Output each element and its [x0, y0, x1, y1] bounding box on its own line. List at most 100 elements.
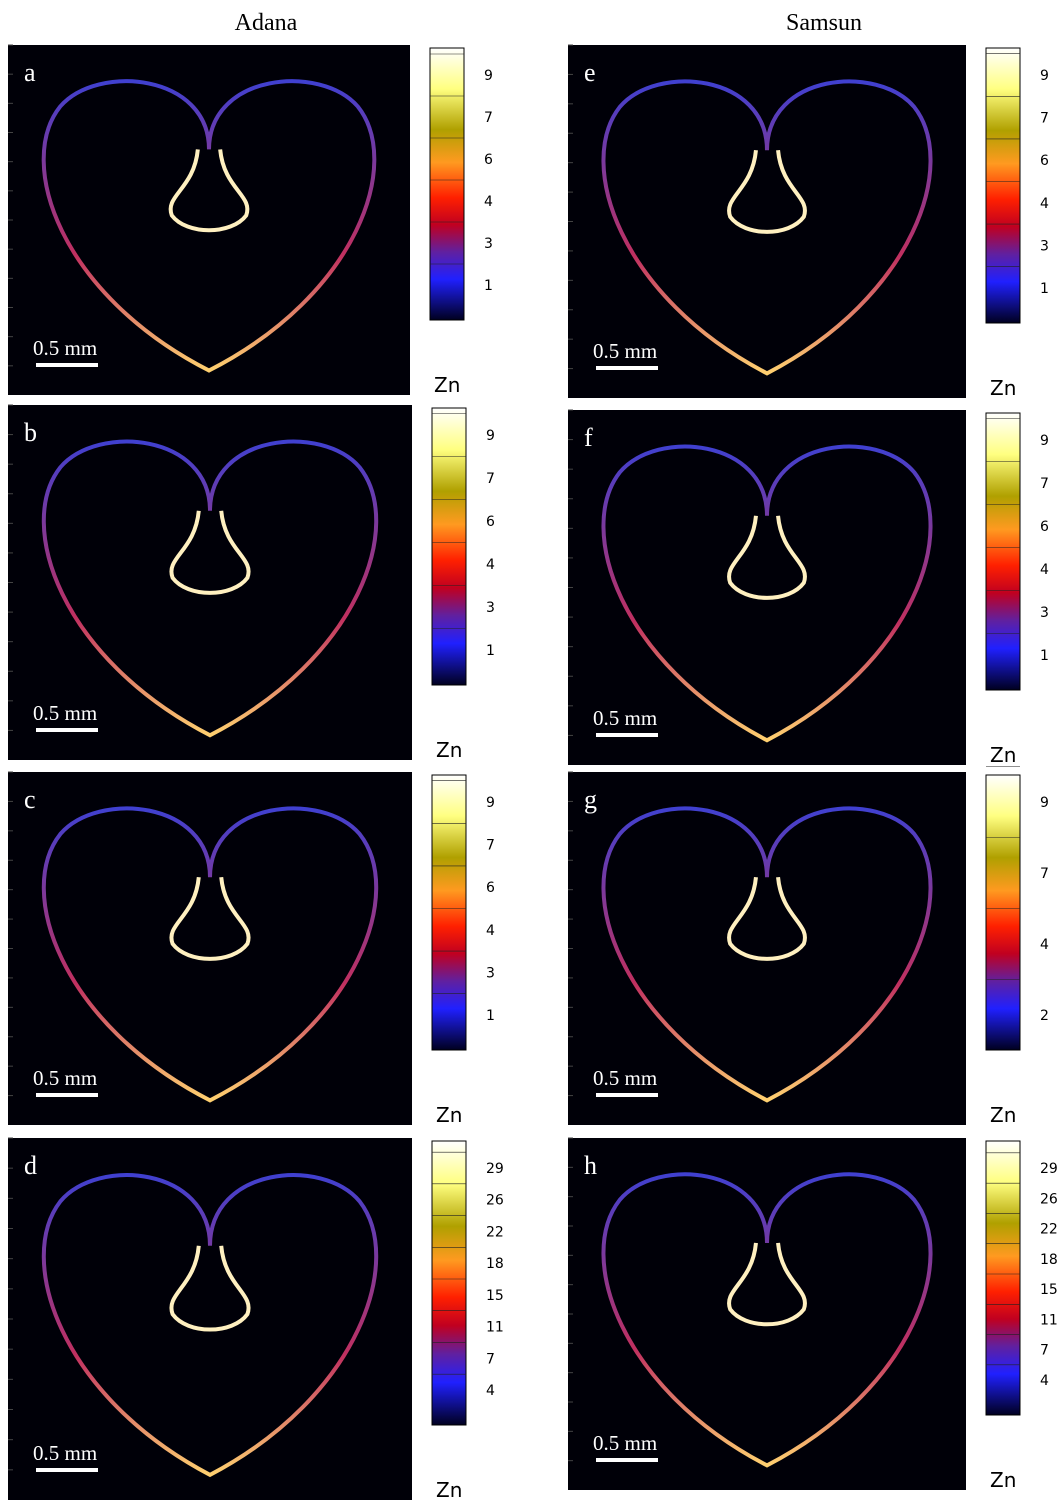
- sample-outline: [603, 81, 930, 373]
- colorbar-tick-label: 6: [1040, 519, 1049, 535]
- seed-coat: [44, 81, 375, 370]
- colorbar-tick-label: 4: [1040, 196, 1049, 212]
- colorbar-tick-label: 7: [486, 1351, 495, 1367]
- colorbar-tick-label: 7: [1040, 866, 1049, 882]
- colorbar-tick-label: 7: [484, 110, 493, 126]
- embryo-region: [729, 150, 805, 232]
- sample-outline: [44, 442, 376, 736]
- colorbar-tick-label: 29: [1040, 1161, 1058, 1177]
- sample-outline: [603, 808, 930, 1100]
- scale-bar-label: 0.5 mm: [33, 1066, 97, 1090]
- colorbar-tick-label: 9: [1040, 433, 1049, 449]
- colorbar-tick-label: 3: [1040, 238, 1049, 254]
- colorbar-tick-label: 29: [486, 1161, 504, 1177]
- embryo-region: [171, 511, 248, 593]
- colorbar: [985, 47, 1021, 324]
- colorbar-tick-label: 6: [1040, 153, 1049, 169]
- xrf-image: [568, 772, 966, 1125]
- colorbar-tick-label: 15: [486, 1288, 504, 1304]
- sample-outline: [44, 1175, 376, 1475]
- colorbar-tick-label: 1: [486, 1008, 495, 1024]
- scale-bar-label: 0.5 mm: [33, 336, 97, 360]
- colorbar-tick-label: 3: [486, 965, 495, 981]
- element-label: Zn: [990, 1468, 1016, 1492]
- scale-bar-label: 0.5 mm: [593, 706, 657, 730]
- colorbar: [985, 774, 1021, 1051]
- sample-outline: [603, 1174, 930, 1465]
- colorbar-tick-label: 2: [1040, 1008, 1049, 1024]
- xrf-image: [568, 410, 966, 765]
- colorbar-tick-label: 6: [484, 152, 493, 168]
- xrf-image: [8, 772, 412, 1125]
- colorbar-tick-label: 3: [486, 600, 495, 616]
- column-title: Samsun: [785, 10, 862, 36]
- sample-outline: [44, 81, 375, 370]
- panel-letter: b: [24, 418, 37, 447]
- xrf-image: [8, 45, 410, 395]
- colorbar-tick-label: 4: [484, 194, 493, 210]
- xrf-image: [8, 1138, 412, 1500]
- sample-outline: [44, 808, 376, 1100]
- seed-coat: [603, 808, 930, 1100]
- element-label: Zn: [434, 373, 460, 397]
- colorbar-tick-label: 9: [486, 795, 495, 811]
- colorbar: [431, 774, 467, 1051]
- xrf-image: [568, 45, 966, 398]
- colorbar-tick-label: 4: [1040, 1373, 1049, 1389]
- colorbar-tick-label: 1: [484, 278, 493, 294]
- colorbar-tick-label: 6: [486, 880, 495, 896]
- sample-outline: [603, 447, 930, 741]
- element-label: Zn: [436, 1478, 462, 1502]
- colorbar-tick-label: 6: [486, 514, 495, 530]
- colorbar-tick-label: 22: [1040, 1222, 1058, 1238]
- colorbar-tick-label: 9: [484, 68, 493, 84]
- colorbar-tick-label: 9: [1040, 795, 1049, 811]
- colorbar-tick-label: 1: [1040, 281, 1049, 297]
- seed-coat: [603, 1174, 930, 1465]
- panel-letter: c: [24, 785, 36, 814]
- colorbar-tick-label: 4: [1040, 562, 1049, 578]
- colorbar: [429, 47, 465, 321]
- scale-bar-label: 0.5 mm: [593, 339, 657, 363]
- panel-letter: a: [24, 58, 36, 87]
- scale-bar-label: 0.5 mm: [593, 1066, 657, 1090]
- colorbar-tick-label: 22: [486, 1224, 504, 1240]
- element-label: Zn: [436, 1103, 462, 1127]
- colorbar-tick-label: 7: [1040, 1343, 1049, 1359]
- colorbar-tick-label: 9: [1040, 68, 1049, 84]
- colorbar-tick-label: 7: [1040, 476, 1049, 492]
- colorbar: [985, 1140, 1021, 1416]
- panel-letter: g: [584, 785, 597, 814]
- colorbar: [431, 407, 467, 686]
- colorbar-tick-label: 7: [1040, 111, 1049, 127]
- colorbar: [431, 1140, 467, 1426]
- scale-bar-label: 0.5 mm: [593, 1431, 657, 1455]
- embryo-region: [171, 877, 248, 959]
- colorbar-tick-label: 4: [1040, 937, 1049, 953]
- panel-letter: e: [584, 58, 596, 87]
- colorbar: [985, 412, 1021, 691]
- element-label: Zn: [990, 1103, 1016, 1127]
- panel-letter: h: [584, 1151, 597, 1180]
- column-title: Adana: [234, 10, 298, 36]
- panel-letter: f: [584, 423, 593, 452]
- colorbar-tick-label: 18: [1040, 1252, 1058, 1268]
- colorbar-tick-label: 18: [486, 1256, 504, 1272]
- embryo-region: [729, 1243, 805, 1324]
- colorbar-tick-label: 7: [486, 838, 495, 854]
- scale-bar-label: 0.5 mm: [33, 1441, 97, 1465]
- element-label: Zn: [990, 743, 1016, 767]
- colorbar-tick-label: 7: [486, 471, 495, 487]
- element-label: Zn: [436, 738, 462, 762]
- seed-coat: [44, 1175, 376, 1475]
- colorbar-tick-label: 3: [1040, 605, 1049, 621]
- colorbar-tick-label: 1: [486, 643, 495, 659]
- embryo-region: [171, 149, 248, 230]
- xrf-image: [568, 1138, 966, 1490]
- colorbar-tick-label: 3: [484, 236, 493, 252]
- panel-letter: d: [24, 1151, 37, 1180]
- colorbar-tick-label: 15: [1040, 1282, 1058, 1298]
- colorbar-tick-label: 1: [1040, 648, 1049, 664]
